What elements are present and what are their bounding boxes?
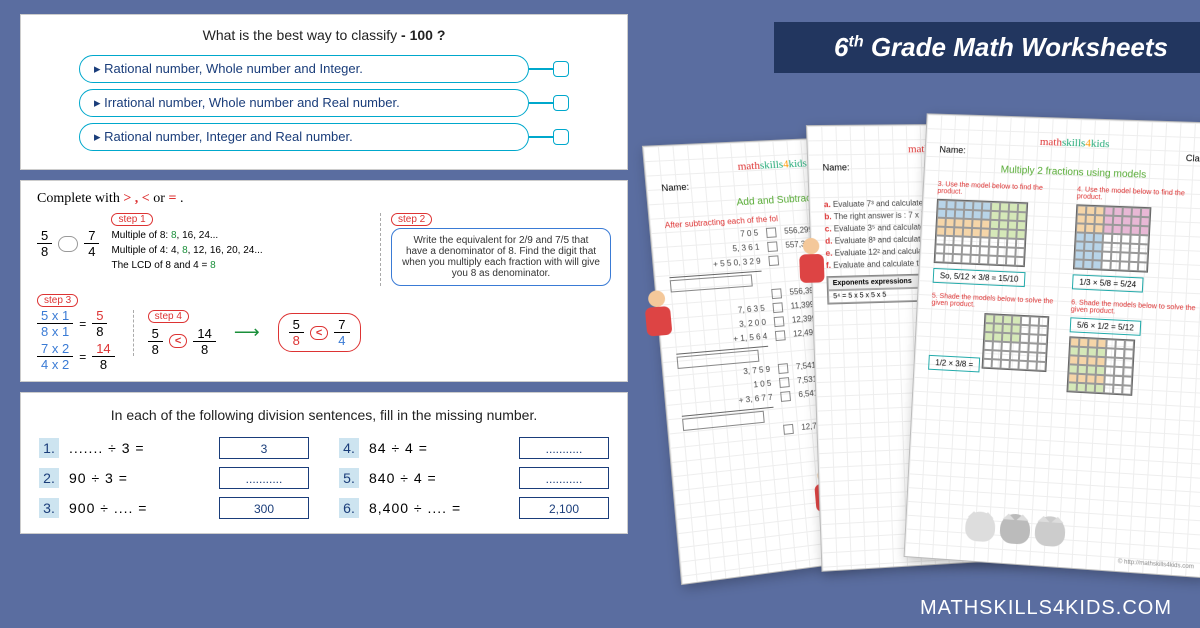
step4-label: step 4 [148,310,189,323]
item-number: 6. [339,498,359,518]
answer-box[interactable]: 300 [219,497,309,519]
division-item: 4. 84 ÷ 4 =........... [339,437,609,459]
option-row[interactable]: Rational number, Integer and Real number… [79,123,569,151]
step2-box: Write the equivalent for 2/9 and 7/5 tha… [391,228,611,286]
item-number: 2. [39,468,59,488]
option-checkbox[interactable] [553,61,569,77]
cat-icon [965,511,996,543]
item-equation: ....... ÷ 3 = [69,440,209,456]
item-number: 4. [339,438,359,458]
compare-title: Complete with > , < or = . [37,191,611,207]
kid-icon [637,289,679,341]
item-number: 3. [39,498,59,518]
item-equation: 900 ÷ .... = [69,500,209,516]
item-equation: 84 ÷ 4 = [369,440,509,456]
step1-label: step 1 [111,213,152,226]
division-panel: In each of the following division senten… [20,392,628,534]
compare-box[interactable] [58,236,78,252]
worksheet-3: mathskills4kids Name:Class: Multiply 2 f… [904,113,1200,578]
left-column: What is the best way to classify - 100 ?… [20,14,628,544]
division-item: 5. 840 ÷ 4 =........... [339,467,609,489]
arrow-icon: ⟶ [234,322,260,343]
cat-icon [1034,515,1066,547]
answer-box[interactable]: ........... [219,467,309,489]
division-item: 6. 8,400 ÷ .... = 2,100 [339,497,609,519]
answer-box[interactable]: 3 [219,437,309,459]
item-equation: 90 ÷ 3 = [69,470,209,486]
step2-label: step 2 [391,213,432,226]
answer-box[interactable]: ........... [519,467,609,489]
cat-icon [999,513,1030,545]
option-row[interactable]: Irrational number, Whole number and Real… [79,89,569,117]
option-pill: Irrational number, Whole number and Real… [79,89,529,117]
item-equation: 8,400 ÷ .... = [369,500,509,516]
item-number: 1. [39,438,59,458]
option-pill: Rational number, Whole number and Intege… [79,55,529,83]
header-banner: 6th Grade Math Worksheets [774,22,1200,73]
item-number: 5. [339,468,359,488]
worksheets-area: mathskills4kids Name: Add and Subtract A… [654,90,1190,610]
division-item: 3. 900 ÷ .... = 300 [39,497,309,519]
option-row[interactable]: Rational number, Whole number and Intege… [79,55,569,83]
compare-panel: Complete with > , < or = . 58 74 step 1 … [20,180,628,382]
dog-icon [792,238,830,288]
division-title: In each of the following division senten… [39,407,609,423]
classify-panel: What is the best way to classify - 100 ?… [20,14,628,170]
option-checkbox[interactable] [553,129,569,145]
answer-box[interactable]: ........... [519,437,609,459]
answer-box[interactable]: 2,100 [519,497,609,519]
division-item: 2. 90 ÷ 3 =........... [39,467,309,489]
option-pill: Rational number, Integer and Real number… [79,123,529,151]
option-checkbox[interactable] [553,95,569,111]
question-title: What is the best way to classify - 100 ? [39,27,609,43]
division-item: 1. ....... ÷ 3 = 3 [39,437,309,459]
result-pill: 58 < 74 [278,313,361,352]
item-equation: 840 ÷ 4 = [369,470,509,486]
step3-label: step 3 [37,294,78,307]
